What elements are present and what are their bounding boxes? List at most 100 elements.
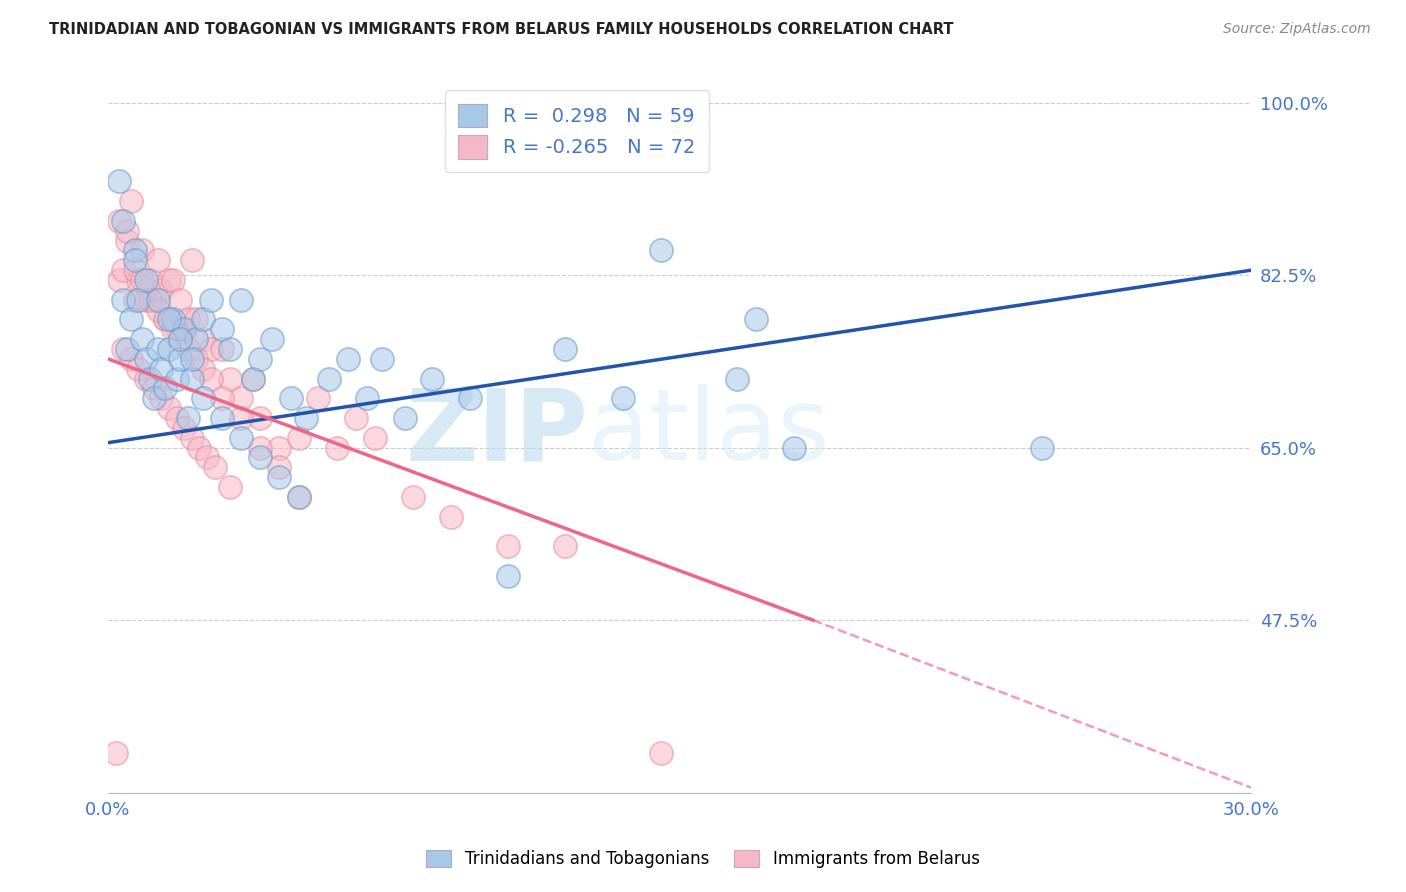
Point bbox=[184, 312, 207, 326]
Point bbox=[169, 332, 191, 346]
Point bbox=[402, 490, 425, 504]
Point bbox=[120, 351, 142, 366]
Point bbox=[162, 312, 184, 326]
Point bbox=[200, 371, 222, 385]
Point bbox=[219, 342, 242, 356]
Point bbox=[177, 342, 200, 356]
Point bbox=[242, 371, 264, 385]
Point bbox=[139, 273, 162, 287]
Point bbox=[135, 293, 157, 307]
Point bbox=[287, 431, 309, 445]
Point bbox=[364, 431, 387, 445]
Point bbox=[115, 342, 138, 356]
Point bbox=[249, 441, 271, 455]
Point bbox=[153, 312, 176, 326]
Text: TRINIDADIAN AND TOBAGONIAN VS IMMIGRANTS FROM BELARUS FAMILY HOUSEHOLDS CORRELAT: TRINIDADIAN AND TOBAGONIAN VS IMMIGRANTS… bbox=[49, 22, 953, 37]
Point bbox=[231, 392, 253, 406]
Point bbox=[166, 371, 188, 385]
Point bbox=[173, 421, 195, 435]
Point bbox=[287, 490, 309, 504]
Point bbox=[157, 342, 180, 356]
Point bbox=[150, 361, 173, 376]
Point bbox=[135, 371, 157, 385]
Point bbox=[211, 342, 233, 356]
Point bbox=[231, 293, 253, 307]
Point bbox=[108, 174, 131, 188]
Point bbox=[166, 411, 188, 425]
Point bbox=[131, 332, 153, 346]
Point bbox=[112, 263, 135, 277]
Point bbox=[184, 332, 207, 346]
Point bbox=[115, 224, 138, 238]
Text: ZIP: ZIP bbox=[405, 384, 588, 482]
Point bbox=[650, 244, 672, 258]
Point bbox=[169, 351, 191, 366]
Point bbox=[153, 382, 176, 396]
Point bbox=[177, 312, 200, 326]
Point bbox=[180, 371, 202, 385]
Point bbox=[146, 302, 169, 317]
Point bbox=[745, 312, 768, 326]
Point bbox=[142, 293, 165, 307]
Point bbox=[131, 273, 153, 287]
Point bbox=[420, 371, 443, 385]
Point bbox=[115, 234, 138, 248]
Point bbox=[204, 460, 226, 475]
Point bbox=[108, 273, 131, 287]
Text: atlas: atlas bbox=[588, 384, 830, 482]
Point bbox=[195, 450, 218, 465]
Point bbox=[458, 392, 481, 406]
Point bbox=[146, 342, 169, 356]
Point bbox=[249, 450, 271, 465]
Point bbox=[219, 480, 242, 494]
Point bbox=[231, 431, 253, 445]
Point bbox=[104, 746, 127, 760]
Point bbox=[287, 490, 309, 504]
Point bbox=[146, 253, 169, 268]
Point bbox=[173, 322, 195, 336]
Point bbox=[157, 273, 180, 287]
Point bbox=[127, 273, 149, 287]
Point bbox=[108, 214, 131, 228]
Point bbox=[124, 293, 146, 307]
Point bbox=[394, 411, 416, 425]
Point bbox=[142, 392, 165, 406]
Point bbox=[124, 244, 146, 258]
Point bbox=[142, 382, 165, 396]
Point bbox=[344, 411, 367, 425]
Point bbox=[112, 214, 135, 228]
Point bbox=[356, 392, 378, 406]
Point bbox=[150, 392, 173, 406]
Point bbox=[242, 371, 264, 385]
Point bbox=[177, 411, 200, 425]
Point bbox=[325, 441, 347, 455]
Point bbox=[211, 322, 233, 336]
Point bbox=[193, 392, 215, 406]
Point bbox=[211, 392, 233, 406]
Point bbox=[162, 322, 184, 336]
Point bbox=[200, 342, 222, 356]
Point bbox=[153, 312, 176, 326]
Point bbox=[112, 342, 135, 356]
Point bbox=[135, 351, 157, 366]
Point bbox=[139, 371, 162, 385]
Text: Source: ZipAtlas.com: Source: ZipAtlas.com bbox=[1223, 22, 1371, 37]
Point bbox=[440, 509, 463, 524]
Point bbox=[157, 401, 180, 416]
Point bbox=[169, 293, 191, 307]
Point bbox=[337, 351, 360, 366]
Point bbox=[249, 411, 271, 425]
Point bbox=[496, 569, 519, 583]
Point bbox=[124, 263, 146, 277]
Point bbox=[188, 441, 211, 455]
Point bbox=[193, 361, 215, 376]
Point bbox=[193, 312, 215, 326]
Point bbox=[650, 746, 672, 760]
Point bbox=[307, 392, 329, 406]
Point bbox=[166, 322, 188, 336]
Point bbox=[231, 411, 253, 425]
Point bbox=[124, 253, 146, 268]
Point bbox=[318, 371, 340, 385]
Point bbox=[200, 293, 222, 307]
Point bbox=[180, 351, 202, 366]
